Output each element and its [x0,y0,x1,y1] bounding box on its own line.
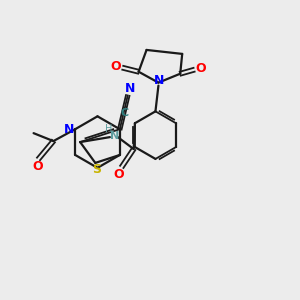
Text: H: H [105,124,112,134]
Text: O: O [196,62,206,75]
Text: N: N [110,131,119,141]
Text: S: S [92,163,101,176]
Text: O: O [32,160,43,173]
Text: C: C [121,108,129,118]
Text: N: N [64,123,74,136]
Text: O: O [113,168,124,181]
Text: O: O [110,60,121,73]
Text: N: N [124,82,135,95]
Text: N: N [154,74,165,87]
